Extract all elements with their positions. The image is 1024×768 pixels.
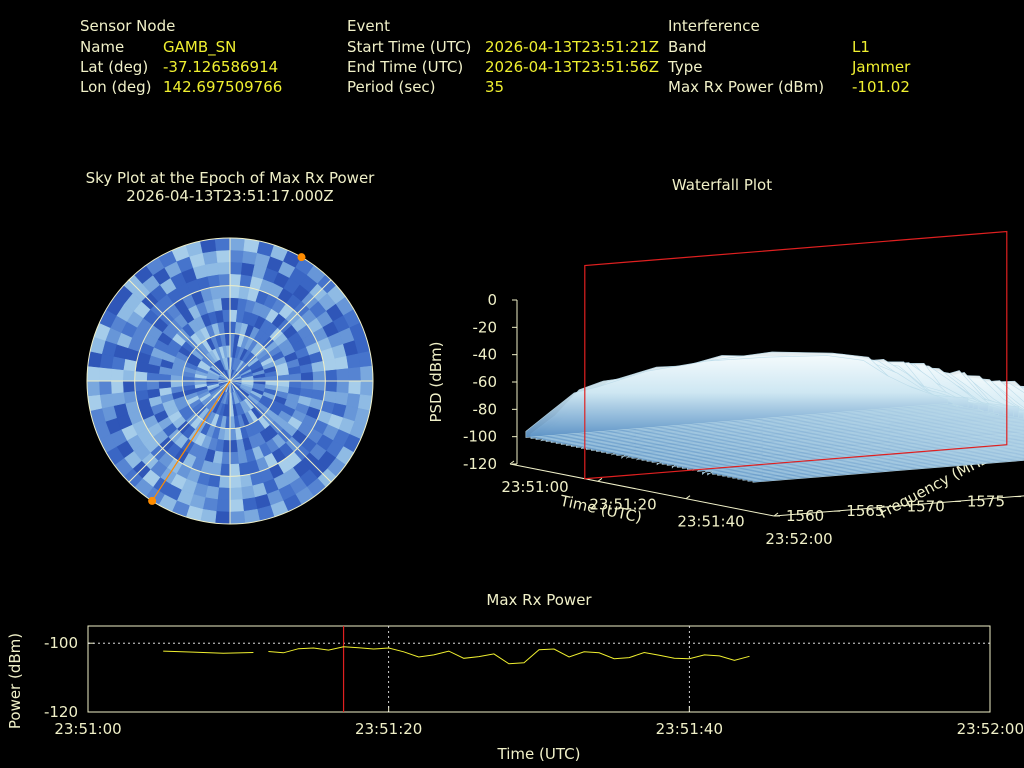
wf-freq-tick-label: 1560 [786, 507, 824, 525]
wf-time-tick [509, 460, 515, 465]
wf-time-axis [509, 463, 775, 517]
power-y-tick-label: -120 [44, 703, 78, 721]
wf-time-tick [597, 477, 603, 482]
power-x-tick-label: 23:51:00 [54, 720, 121, 738]
interference-title: Interference [668, 17, 760, 35]
sensor-name-label: Name [80, 38, 125, 56]
power-x-axis-label: Time (UTC) [497, 745, 581, 763]
sky-spoke [229, 279, 332, 382]
power-plot-frame [87, 625, 991, 713]
wf-freq-axis [773, 495, 1024, 517]
interference-power-label: Max Rx Power (dBm) [668, 78, 825, 96]
wf-z-tick-label: -20 [473, 318, 498, 336]
wf-time-tick-label: 23:51:00 [501, 478, 568, 496]
waterfall-surface [525, 351, 1024, 483]
event-start-value: 2026-04-13T23:51:21Z [485, 38, 659, 56]
sky-cell [360, 365, 373, 382]
power-series-line [163, 650, 254, 654]
sensor-node-title: Sensor Node [80, 17, 176, 35]
sky-cell [214, 238, 231, 251]
power-x-tick-label: 23:51:40 [656, 720, 723, 738]
power-chart-title: Max Rx Power [486, 591, 592, 609]
power-y-axis-label: Power (dBm) [6, 633, 24, 729]
waterfall-event-plane [584, 230, 1008, 480]
wf-freq-tick-label: 1570 [907, 497, 945, 515]
sky-cell [87, 380, 100, 397]
sky-spoke [128, 380, 231, 483]
wf-z-tick-label: -80 [473, 400, 498, 418]
sky-spoke [229, 380, 332, 483]
event-period-value: 35 [485, 78, 505, 96]
sensor-lon-value: 142.697509766 [163, 78, 283, 96]
sky-cell [229, 511, 246, 524]
wf-z-tick-label: 0 [487, 291, 497, 309]
event-title: Event [347, 17, 390, 35]
sky-marker [148, 496, 157, 505]
power-x-tick-label: 23:52:00 [957, 720, 1024, 738]
sky-spoke [128, 279, 231, 382]
event-end-value: 2026-04-13T23:51:56Z [485, 58, 659, 76]
power-y-tick-label: -100 [44, 634, 78, 652]
wf-ribbon [525, 355, 949, 438]
wf-z-tick-label: -60 [473, 373, 498, 391]
wf-z-axis-label: PSD (dBm) [427, 341, 445, 422]
sky-markers [148, 253, 306, 505]
wf-z-tick-label: -40 [473, 346, 498, 364]
waterfall-title: Waterfall Plot [671, 176, 773, 194]
wf-z-tick-label: -120 [463, 455, 497, 473]
interference-type-label: Type [668, 58, 703, 76]
sky-grid [86, 237, 374, 525]
sky-plot-subtitle: 2026-04-13T23:51:17.000Z [126, 187, 334, 205]
sensor-lat-label: Lat (deg) [80, 58, 149, 76]
sensor-lon-label: Lon (deg) [80, 78, 152, 96]
sky-marker [297, 253, 306, 262]
sensor-name-value: GAMB_SN [163, 38, 237, 56]
wf-freq-tick-label: 1575 [967, 492, 1005, 510]
sky-plot-title: Sky Plot at the Epoch of Max Rx Power [85, 169, 375, 187]
interference-band-value: L1 [852, 38, 870, 56]
sky-bearing-line [151, 380, 231, 502]
interference-power-value: -101.02 [852, 78, 910, 96]
event-end-label: End Time (UTC) [347, 58, 464, 76]
wf-event-plane [584, 230, 1008, 480]
wf-time-tick-label: 23:51:40 [677, 513, 744, 531]
event-start-label: Start Time (UTC) [347, 38, 472, 56]
power-series-line [268, 646, 750, 665]
wf-z-tick-label: -100 [463, 428, 497, 446]
wf-time-tick-label: 23:52:00 [765, 530, 832, 548]
wf-time-tick-label: 23:51:20 [589, 495, 656, 513]
power-x-tick-label: 23:51:20 [355, 720, 422, 738]
wf-freq-tick-label: 1565 [846, 502, 884, 520]
event-period-label: Period (sec) [347, 78, 436, 96]
sensor-lat-value: -37.126586914 [163, 58, 279, 76]
interference-type-value: Jammer [852, 58, 911, 76]
wf-time-tick [685, 495, 691, 500]
interference-band-label: Band [668, 38, 707, 56]
